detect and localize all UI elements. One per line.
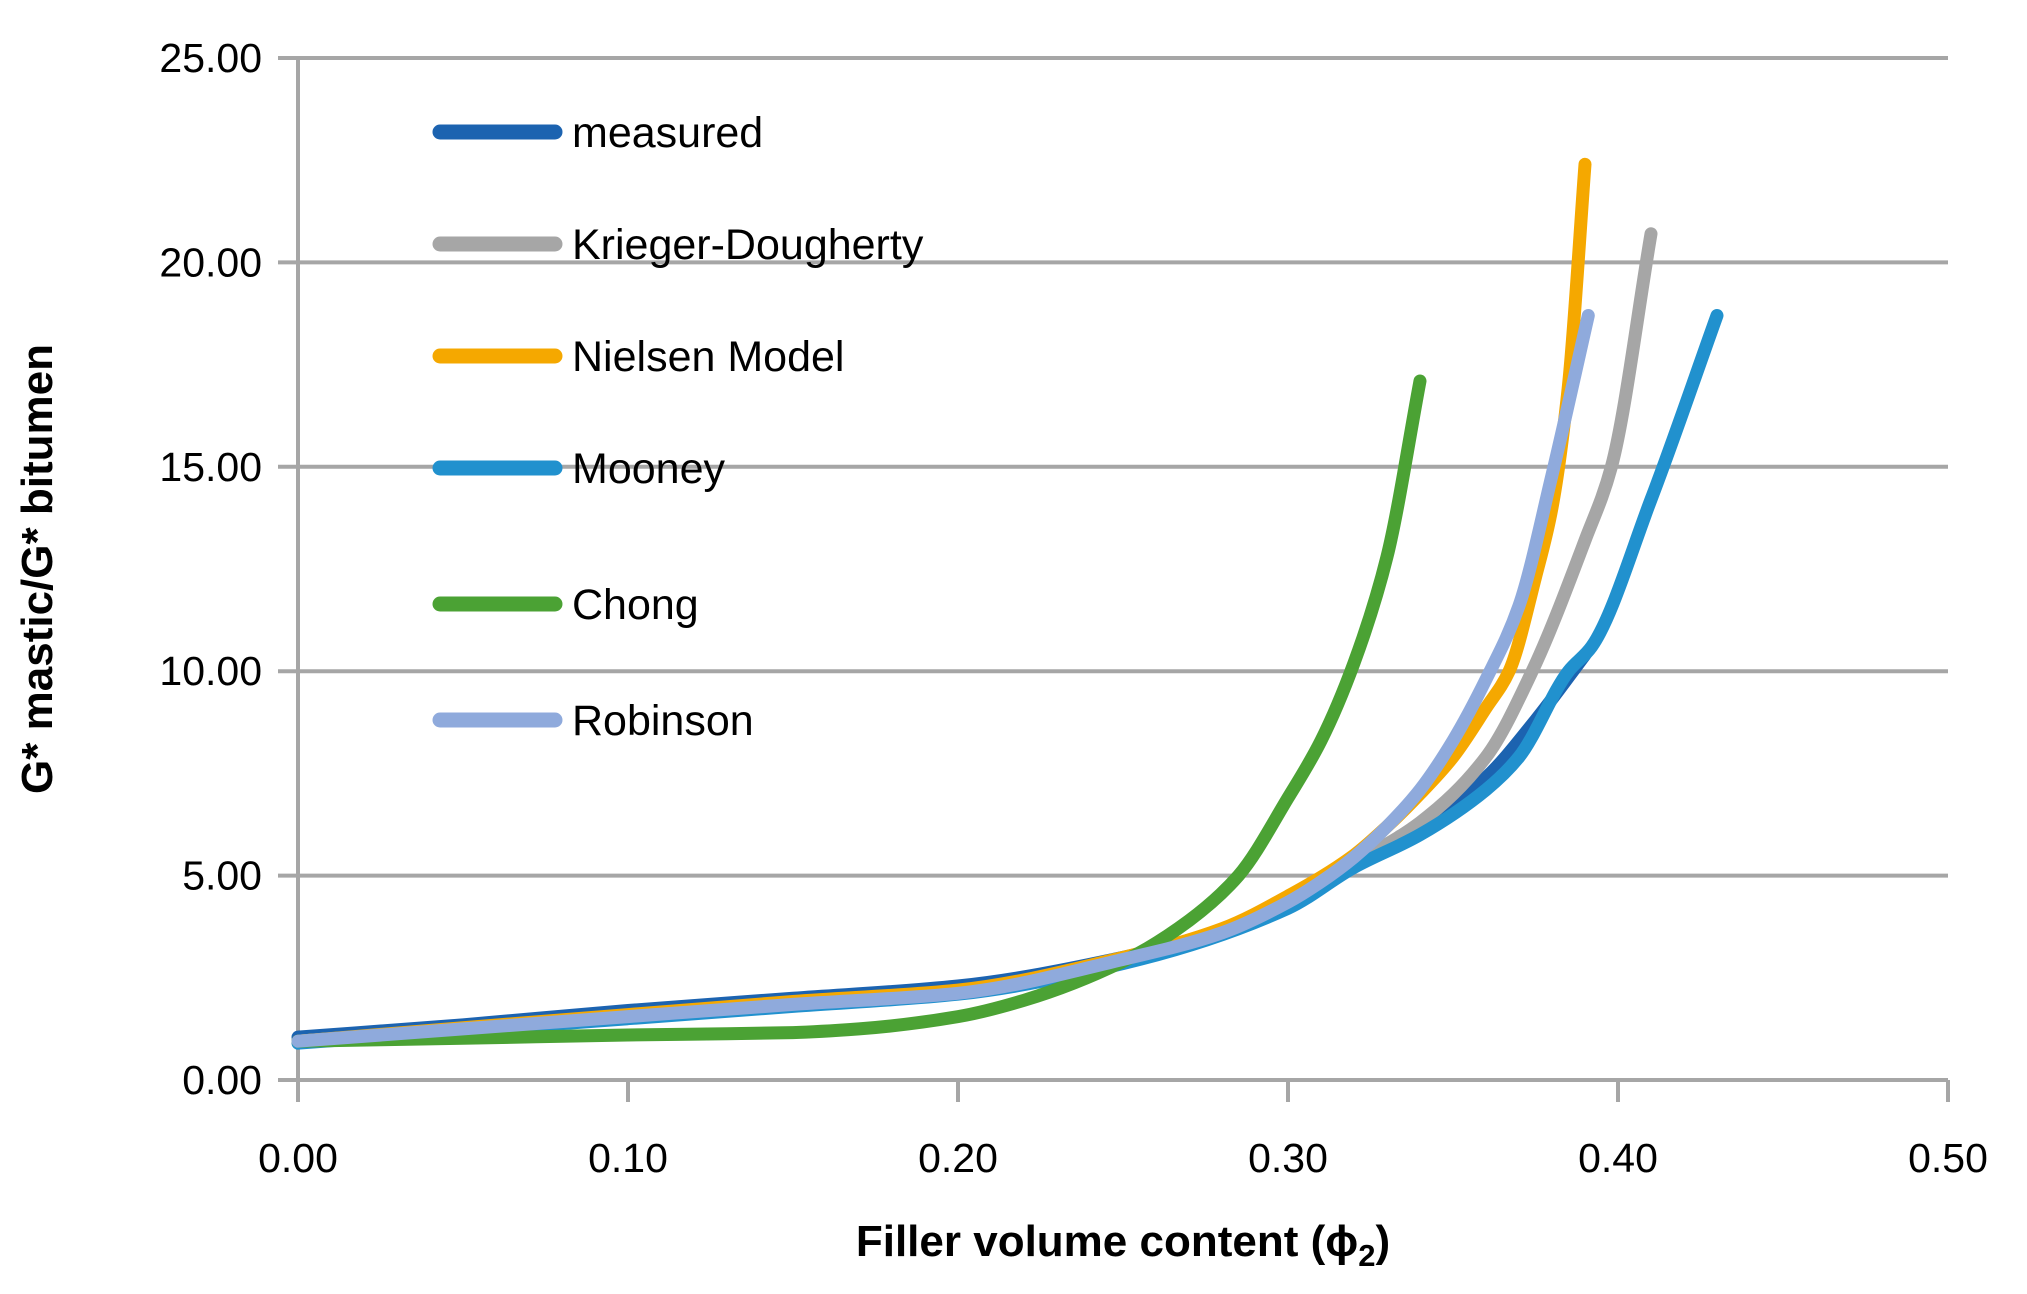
x-tick-labels: 0.00 0.10 0.20 0.30 0.40 0.50 (258, 1135, 1988, 1181)
x-tick-label: 0.10 (588, 1135, 668, 1181)
x-axis-title-suffix: ) (1375, 1217, 1390, 1266)
x-axis-title-subscript: 2 (1358, 1238, 1375, 1273)
x-tick-label: 0.50 (1908, 1135, 1988, 1181)
legend-item-robinson: Robinson (432, 697, 754, 745)
tick-marks (278, 56, 1950, 1102)
series-line-chong (291, 374, 1427, 1048)
y-tick-labels: 0.00 5.00 10.00 15.00 20.00 25.00 (159, 35, 262, 1103)
series-line-robinson (291, 309, 1595, 1048)
legend-label: Robinson (572, 697, 754, 745)
legend-item-nielsen-model: Nielsen Model (432, 333, 844, 381)
legend-label: Chong (572, 581, 699, 629)
y-tick-label: 25.00 (159, 35, 262, 81)
y-tick-label: 10.00 (159, 648, 262, 694)
y-tick-label: 20.00 (159, 239, 262, 285)
x-tick-label: 0.20 (918, 1135, 998, 1181)
legend-label: Nielsen Model (572, 333, 844, 381)
y-tick-label: 15.00 (159, 444, 262, 490)
legend: measured Krieger-Dougherty Nielsen Model Mo… (432, 109, 924, 745)
legend-label: Krieger-Dougherty (572, 221, 924, 269)
legend-item-mooney: Mooney (432, 445, 725, 493)
x-tick-label: 0.00 (258, 1135, 338, 1181)
legend-item-measured: measured (432, 109, 763, 157)
gridlines (298, 56, 1948, 1082)
x-tick-label: 0.40 (1578, 1135, 1658, 1181)
legend-label: Mooney (572, 445, 725, 493)
series-lines (291, 157, 1724, 1050)
y-axis-title: G* mastic/G* bitumen (13, 344, 62, 794)
legend-item-chong: Chong (432, 581, 699, 629)
x-tick-label: 0.30 (1248, 1135, 1328, 1181)
legend-item-krieger-dougherty: Krieger-Dougherty (432, 221, 924, 269)
x-axis-title-text: Filler volume content (ϕ (856, 1217, 1358, 1266)
y-tick-label: 5.00 (182, 853, 262, 899)
legend-label: measured (572, 109, 763, 157)
x-axis-title: Filler volume content (ϕ2) (856, 1217, 1390, 1273)
y-tick-label: 0.00 (182, 1057, 262, 1103)
